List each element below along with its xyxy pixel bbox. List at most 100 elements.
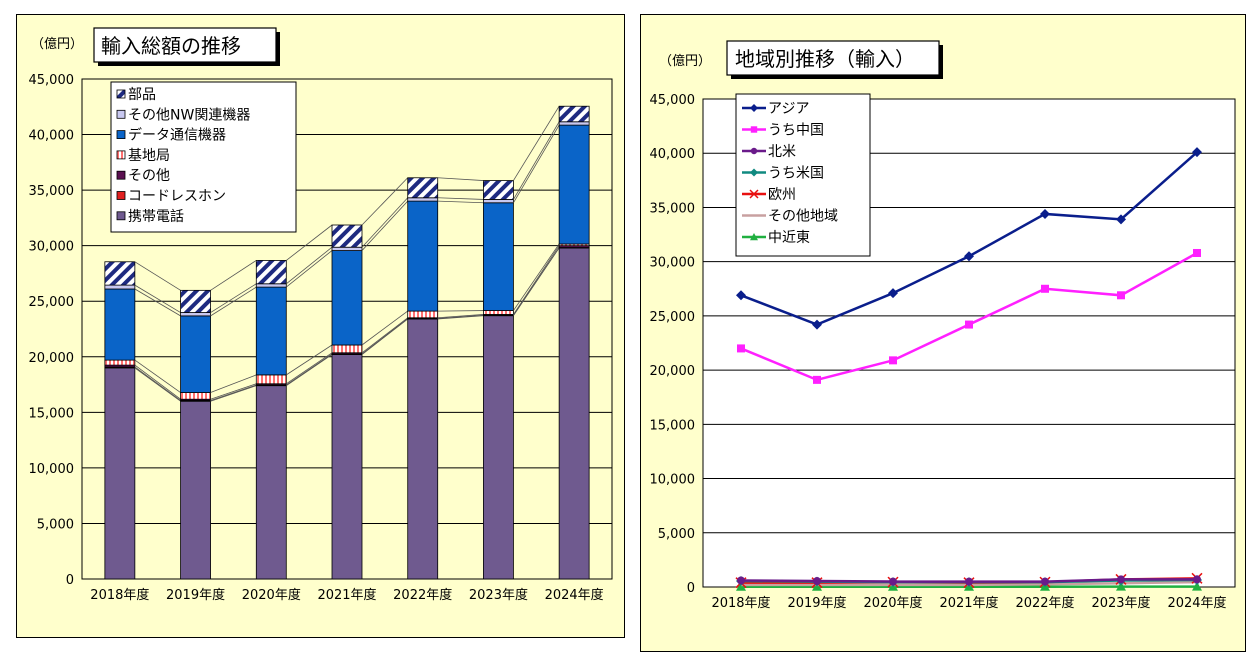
bar-segment <box>104 359 136 366</box>
series-connector-line <box>437 315 484 320</box>
series-connector-line <box>513 247 560 316</box>
left-y-tick-label: 15,000 <box>29 406 75 421</box>
bar-segment <box>255 374 287 385</box>
series-marker-circle <box>889 577 897 586</box>
left-x-tick-label: 2020年度 <box>242 587 301 603</box>
right-y-tick-label: 40,000 <box>650 147 696 162</box>
series-connector-line <box>437 310 484 312</box>
right-x-tick-label: 2021年度 <box>939 595 998 611</box>
right-x-tick-label: 2020年度 <box>863 595 922 611</box>
series-marker-circle <box>750 147 758 155</box>
bar-segment <box>558 247 590 580</box>
right-y-tick-label: 30,000 <box>650 256 696 271</box>
series-marker-diamond <box>1192 147 1202 158</box>
right-y-tick-label: 0 <box>687 581 695 596</box>
left-x-tick-label: 2023年度 <box>469 587 528 603</box>
series-connector-line <box>134 364 181 400</box>
series-connector-line <box>286 354 333 386</box>
legend-label: 携帯電話 <box>128 208 184 225</box>
left-x-tick-label: 2018年度 <box>90 587 149 603</box>
series-connector-line <box>361 197 409 248</box>
series-connector-line <box>286 344 333 376</box>
left-x-tick-label: 2024年度 <box>545 587 604 603</box>
series-connector-line <box>210 283 257 313</box>
left-chart-title: 輸入総額の推移 <box>101 34 241 58</box>
right-y-tick-label: 45,000 <box>650 93 696 108</box>
legend-label: 中近東 <box>768 230 810 246</box>
series-marker-diamond <box>888 288 898 299</box>
series-marker-square <box>965 320 973 329</box>
left-x-tick-label: 2021年度 <box>317 587 376 603</box>
legend-swatch <box>116 130 126 139</box>
left-legend <box>110 81 297 233</box>
bar-segment <box>104 288 136 361</box>
series-marker-diamond <box>964 251 974 262</box>
legend-label: その他地域 <box>768 209 838 225</box>
right-title-box <box>726 40 940 76</box>
bar-segment <box>255 283 287 288</box>
series-connector-line <box>437 314 484 319</box>
series-marker-diamond <box>736 290 746 301</box>
right-x-tick-label: 2023年度 <box>1091 595 1150 611</box>
bar-segment <box>331 246 363 251</box>
bar-segment <box>104 284 136 290</box>
bar-segment <box>407 310 439 319</box>
bar-segment <box>407 197 439 202</box>
series-connector-line <box>210 384 257 401</box>
right-chart-panel: （億円） 地域別推移（輸入） 0 5,000 10,000 15,000 20,000 2… <box>640 14 1246 652</box>
left-y-tick-label: 0 <box>66 573 74 588</box>
right-x-tick-label: 2018年度 <box>711 595 770 611</box>
series-marker-diamond <box>750 104 758 112</box>
bar-segment <box>180 392 211 400</box>
region-import-chart: （億円） 地域別推移（輸入） 0 5,000 10,000 15,000 20,000 2… <box>650 40 1236 611</box>
series-connector-line <box>210 374 257 393</box>
series-connector-line <box>513 243 560 311</box>
legend-label: コードレスホン <box>128 189 226 205</box>
series-marker-circle <box>1117 575 1125 584</box>
series-connector-line <box>210 286 257 317</box>
series-marker-diamond <box>812 319 822 330</box>
left-chart-panel: （億円） 輸入総額の推移 0 5,000 10,000 15,000 20,000 25,… <box>16 14 625 638</box>
bar-segment <box>255 286 287 376</box>
series-connector-line <box>134 359 181 393</box>
right-x-tick-label: 2019年度 <box>787 595 846 611</box>
import-total-chart: （億円） 輸入総額の推移 0 5,000 10,000 15,000 20,000 25,… <box>29 27 613 603</box>
bar-segment <box>407 200 439 312</box>
legend-label: その他 <box>128 168 170 184</box>
right-y-tick-label: 15,000 <box>650 418 696 433</box>
left-y-tick-label: 20,000 <box>29 351 75 366</box>
legend-swatch <box>116 109 126 119</box>
bar-segment <box>407 177 439 199</box>
right-legend <box>735 93 871 257</box>
bar-segment <box>255 385 287 580</box>
bar-segment <box>331 354 363 580</box>
series-connector-line <box>134 367 181 402</box>
left-x-tick-label: 2022年度 <box>393 587 452 603</box>
series-connector-line <box>437 200 484 204</box>
right-unit-label: （億円） <box>659 53 711 69</box>
legend-label: 欧州 <box>768 187 796 203</box>
bar-segment <box>483 202 514 311</box>
bar-segment <box>331 250 363 346</box>
legend-swatch <box>116 150 126 160</box>
right-x-tick-label: 2024年度 <box>1167 595 1226 611</box>
series-marker-diamond <box>750 168 758 177</box>
series-connector-line <box>286 246 333 285</box>
series-marker-square <box>737 344 745 353</box>
left-y-tick-label: 30,000 <box>29 240 75 255</box>
series-connector-line <box>513 245 560 315</box>
left-y-tick-label: 10,000 <box>29 462 75 477</box>
legend-label: うち米国 <box>768 166 824 182</box>
series-connector-line <box>134 284 181 313</box>
series-connector-line <box>361 200 409 251</box>
series-connector-line <box>513 124 560 203</box>
left-x-tick-label: 2019年度 <box>166 587 225 603</box>
bar-segment <box>331 344 363 354</box>
left-unit-label: （億円） <box>31 36 83 52</box>
left-y-tick-label: 5,000 <box>37 517 74 532</box>
series-marker-x <box>749 189 759 199</box>
series-connector-line <box>134 288 181 317</box>
series-connector-line <box>437 177 484 181</box>
legend-label: その他NW関連機器 <box>128 107 250 123</box>
bar-segment <box>558 121 590 126</box>
